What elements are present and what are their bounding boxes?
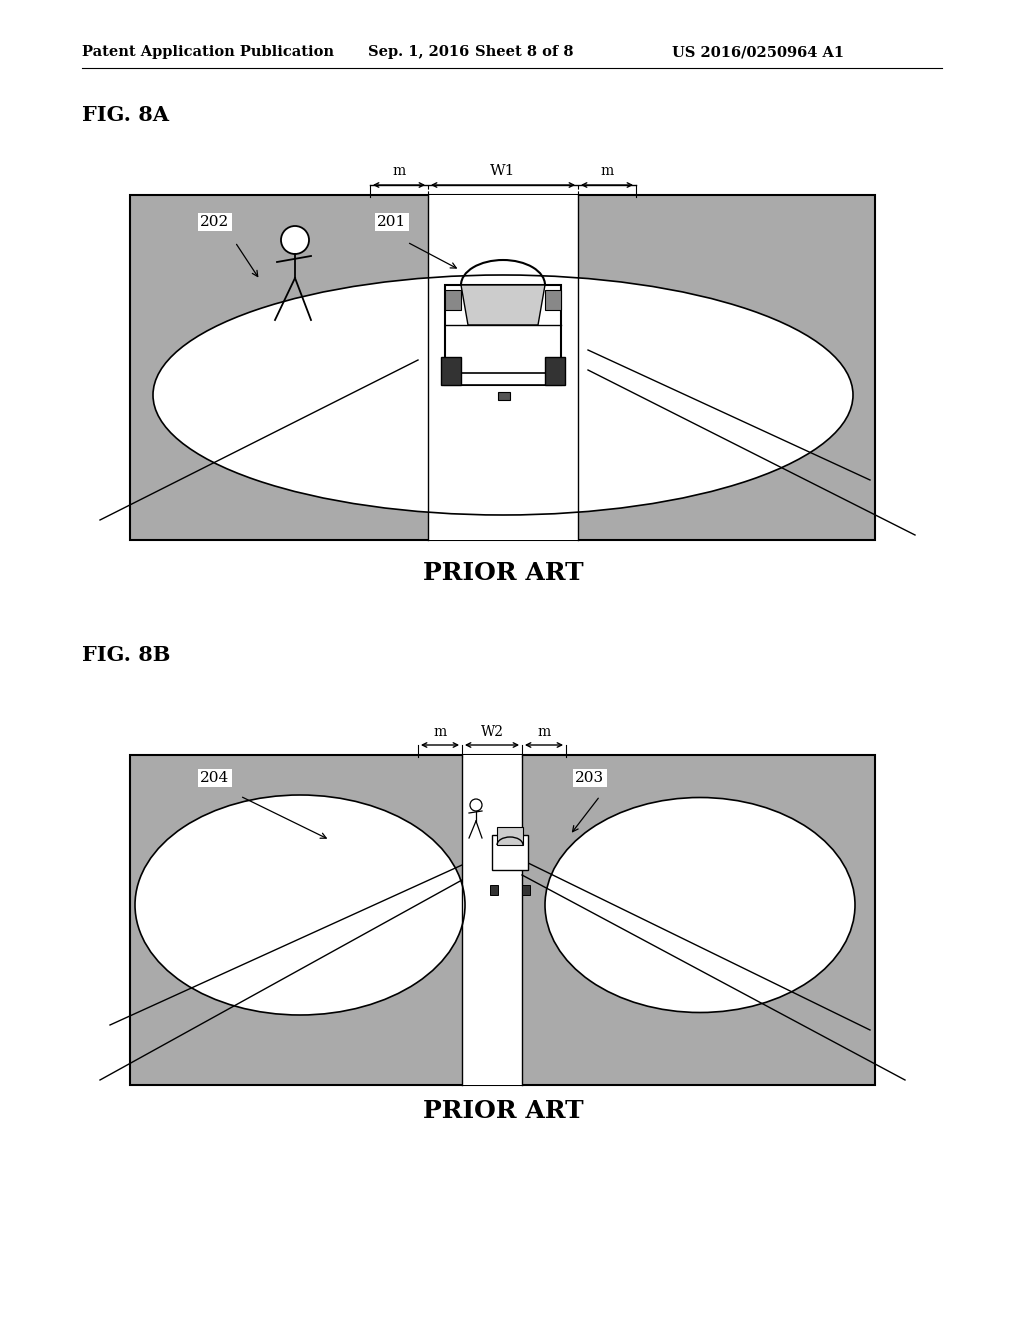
Text: Sep. 1, 2016: Sep. 1, 2016 [368, 45, 469, 59]
Bar [497, 828, 523, 845]
Bar [453, 374, 553, 385]
Bar [522, 884, 530, 895]
Bar [130, 755, 874, 1085]
Text: Patent Application Publication: Patent Application Publication [82, 45, 334, 59]
Text: 202: 202 [201, 215, 229, 228]
Bar [545, 356, 565, 385]
Bar [492, 836, 528, 870]
Text: PRIOR ART: PRIOR ART [423, 561, 584, 585]
Circle shape [470, 799, 482, 810]
Text: 204: 204 [201, 771, 229, 785]
Text: m: m [600, 164, 613, 178]
Text: US 2016/0250964 A1: US 2016/0250964 A1 [672, 45, 844, 59]
Ellipse shape [153, 275, 853, 515]
Text: W2: W2 [480, 725, 504, 739]
Bar [490, 884, 498, 895]
Text: PRIOR ART: PRIOR ART [423, 1100, 584, 1123]
Polygon shape [445, 285, 561, 385]
Ellipse shape [135, 795, 465, 1015]
Text: 203: 203 [575, 771, 604, 785]
Text: FIG. 8B: FIG. 8B [82, 645, 170, 665]
Polygon shape [461, 285, 545, 325]
Bar [462, 755, 522, 1085]
Bar [130, 195, 874, 540]
Bar [441, 356, 461, 385]
Bar [445, 290, 461, 310]
Bar [498, 392, 510, 400]
Text: m: m [392, 164, 406, 178]
Text: m: m [433, 725, 446, 739]
Text: m: m [538, 725, 551, 739]
Bar [545, 290, 561, 310]
Text: FIG. 8A: FIG. 8A [82, 106, 169, 125]
Text: Sheet 8 of 8: Sheet 8 of 8 [475, 45, 573, 59]
Ellipse shape [545, 797, 855, 1012]
Text: 201: 201 [378, 215, 407, 228]
Bar [428, 195, 578, 540]
Circle shape [281, 226, 309, 253]
Text: W1: W1 [490, 164, 516, 178]
